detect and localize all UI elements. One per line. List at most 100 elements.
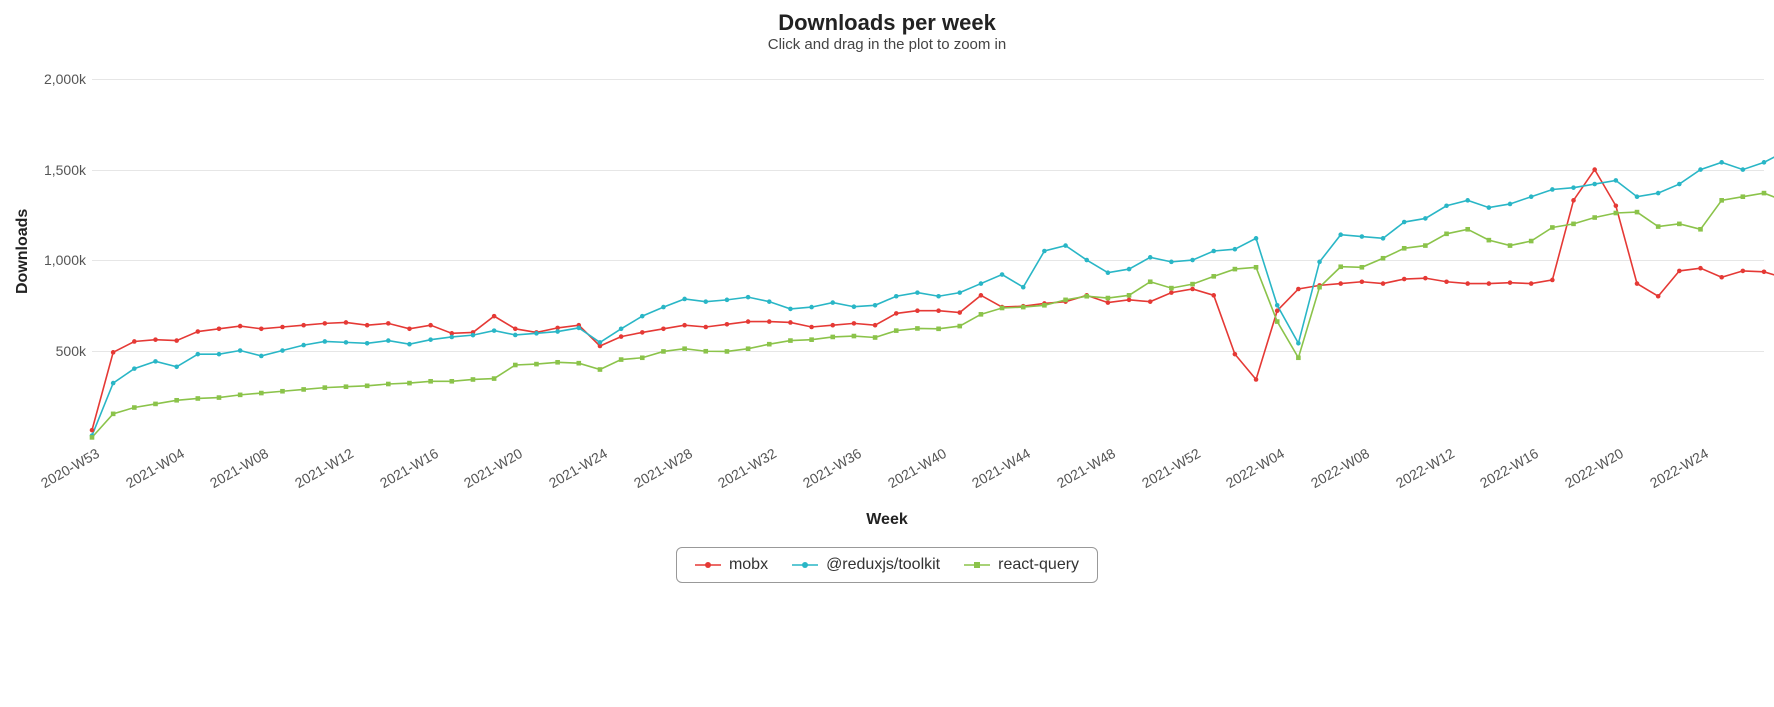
series-marker-mobx[interactable] [1550,278,1555,283]
series-marker-react-query[interactable] [1169,286,1174,291]
series-marker-react-query[interactable] [915,326,920,331]
series-marker-react-query[interactable] [1106,296,1111,301]
series-marker-react-query[interactable] [1233,267,1238,272]
series-marker-react-query[interactable] [238,393,243,398]
series-marker-react-query[interactable] [1254,265,1259,270]
series-marker-react-query[interactable] [471,377,476,382]
series-marker-mobx[interactable] [1741,269,1746,274]
series-marker-@reduxjs/toolkit[interactable] [809,305,814,310]
series-marker-@reduxjs/toolkit[interactable] [174,365,179,370]
series-marker-mobx[interactable] [1190,287,1195,292]
series-marker-react-query[interactable] [407,381,412,386]
series-marker-mobx[interactable] [830,323,835,328]
series-marker-react-query[interactable] [1296,355,1301,360]
series-marker-react-query[interactable] [979,312,984,317]
series-marker-@reduxjs/toolkit[interactable] [1000,272,1005,277]
series-marker-react-query[interactable] [788,338,793,343]
series-marker-react-query[interactable] [555,360,560,365]
series-marker-mobx[interactable] [492,314,497,319]
series-marker-mobx[interactable] [915,308,920,313]
series-marker-mobx[interactable] [661,327,666,332]
legend-item-react-query[interactable]: react-query [964,556,1079,574]
series-marker-mobx[interactable] [1254,377,1259,382]
series-marker-react-query[interactable] [196,396,201,401]
series-marker-react-query[interactable] [1360,265,1365,270]
series-marker-react-query[interactable] [132,405,137,410]
series-marker-react-query[interactable] [280,389,285,394]
series-marker-@reduxjs/toolkit[interactable] [449,335,454,340]
series-marker-@reduxjs/toolkit[interactable] [936,294,941,299]
series-marker-mobx[interactable] [640,330,645,335]
series-marker-mobx[interactable] [852,321,857,326]
series-marker-@reduxjs/toolkit[interactable] [217,352,222,357]
series-marker-@reduxjs/toolkit[interactable] [725,298,730,303]
series-marker-@reduxjs/toolkit[interactable] [1614,178,1619,183]
series-marker-react-query[interactable] [1211,274,1216,279]
series-marker-mobx[interactable] [386,321,391,326]
series-marker-mobx[interactable] [196,329,201,334]
series-marker-@reduxjs/toolkit[interactable] [534,331,539,336]
series-marker-@reduxjs/toolkit[interactable] [386,338,391,343]
series-marker-mobx[interactable] [725,322,730,327]
series-marker-react-query[interactable] [428,379,433,384]
series-marker-@reduxjs/toolkit[interactable] [1550,187,1555,192]
series-marker-react-query[interactable] [1021,305,1026,310]
series-marker-react-query[interactable] [1402,246,1407,251]
series-marker-@reduxjs/toolkit[interactable] [132,366,137,371]
series-marker-@reduxjs/toolkit[interactable] [1317,260,1322,265]
series-marker-react-query[interactable] [576,361,581,366]
series-marker-mobx[interactable] [428,323,433,328]
series-marker-react-query[interactable] [1762,191,1767,196]
series-marker-@reduxjs/toolkit[interactable] [576,326,581,331]
series-marker-@reduxjs/toolkit[interactable] [111,381,116,386]
series-marker-mobx[interactable] [1444,279,1449,284]
series-marker-react-query[interactable] [1614,211,1619,216]
series-marker-mobx[interactable] [788,320,793,325]
series-marker-react-query[interactable] [873,335,878,340]
series-marker-mobx[interactable] [1381,281,1386,286]
series-marker-react-query[interactable] [1635,210,1640,215]
series-marker-react-query[interactable] [725,349,730,354]
series-marker-mobx[interactable] [957,310,962,315]
series-marker-mobx[interactable] [1169,290,1174,295]
series-marker-@reduxjs/toolkit[interactable] [1021,285,1026,290]
series-marker-mobx[interactable] [1571,198,1576,203]
series-marker-@reduxjs/toolkit[interactable] [428,337,433,342]
series-marker-react-query[interactable] [1592,215,1597,220]
series-marker-mobx[interactable] [1233,352,1238,357]
series-marker-@reduxjs/toolkit[interactable] [259,354,264,359]
series-marker-@reduxjs/toolkit[interactable] [344,340,349,345]
series-marker-react-query[interactable] [957,324,962,329]
series-marker-@reduxjs/toolkit[interactable] [196,352,201,357]
series-marker-@reduxjs/toolkit[interactable] [1529,194,1534,199]
series-marker-@reduxjs/toolkit[interactable] [513,333,518,338]
series-marker-@reduxjs/toolkit[interactable] [1508,202,1513,207]
series-marker-mobx[interactable] [1402,277,1407,282]
series-marker-mobx[interactable] [111,350,116,355]
series-marker-mobx[interactable] [259,327,264,332]
series-marker-@reduxjs/toolkit[interactable] [788,307,793,312]
series-marker-@reduxjs/toolkit[interactable] [1338,232,1343,237]
series-marker-react-query[interactable] [1190,282,1195,287]
series-marker-mobx[interactable] [280,325,285,330]
series-marker-react-query[interactable] [111,412,116,417]
series-marker-react-query[interactable] [598,367,603,372]
series-marker-mobx[interactable] [217,327,222,332]
series-marker-react-query[interactable] [1529,239,1534,244]
plot-area[interactable] [92,61,1764,441]
series-marker-react-query[interactable] [1571,222,1576,227]
series-marker-mobx[interactable] [1360,279,1365,284]
series-marker-react-query[interactable] [174,398,179,403]
series-marker-@reduxjs/toolkit[interactable] [894,294,899,299]
series-marker-@reduxjs/toolkit[interactable] [1465,198,1470,203]
series-marker-react-query[interactable] [1698,227,1703,232]
series-marker-@reduxjs/toolkit[interactable] [301,343,306,348]
series-marker-@reduxjs/toolkit[interactable] [640,314,645,319]
series-marker-@reduxjs/toolkit[interactable] [471,333,476,338]
series-marker-@reduxjs/toolkit[interactable] [979,281,984,286]
series-marker-mobx[interactable] [1592,167,1597,172]
series-marker-@reduxjs/toolkit[interactable] [1656,191,1661,196]
series-marker-react-query[interactable] [513,363,518,368]
series-marker-mobx[interactable] [1211,293,1216,298]
series-marker-@reduxjs/toolkit[interactable] [1127,267,1132,272]
